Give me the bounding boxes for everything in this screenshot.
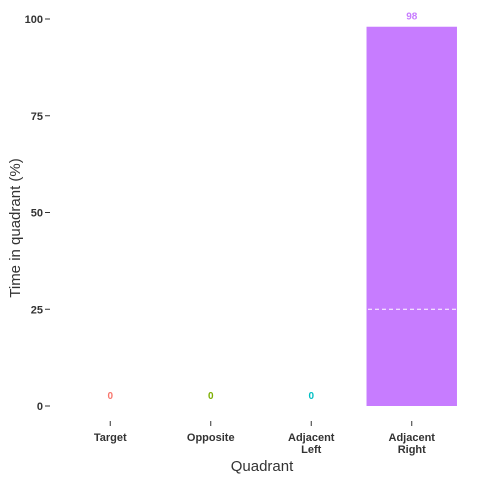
x-tick-label-line: Adjacent [288,432,335,444]
x-tick-label-line: Right [398,444,426,456]
bar-3 [366,26,457,407]
y-axis: 0 25 50 75 100 [25,14,50,413]
y-axis-title: Time in quadrant (%) [7,158,24,298]
y-tick-label: 50 [31,208,43,220]
value-label-3: 98 [406,12,418,23]
x-tick-label-line: Opposite [187,432,235,444]
x-tick-label-3: Adjacent Right [389,432,436,456]
bars [366,26,457,407]
x-tick-label-2: Adjacent Left [288,432,335,456]
x-tick-label-0: Target [94,432,127,444]
value-labels: 0 0 0 98 [107,12,417,402]
x-axis-title: Quadrant [231,458,294,475]
y-tick-label: 0 [37,401,43,413]
value-label-0: 0 [107,391,113,402]
x-tick-label-line: Left [301,444,322,456]
value-label-2: 0 [308,391,314,402]
x-tick-label-line: Target [94,432,127,444]
value-label-1: 0 [208,391,214,402]
x-tick-label-1: Opposite [187,432,235,444]
y-tick-label: 25 [31,304,43,316]
y-tick-label: 100 [25,14,43,26]
y-tick-label: 75 [31,111,43,123]
x-tick-label-line: Adjacent [389,432,436,444]
